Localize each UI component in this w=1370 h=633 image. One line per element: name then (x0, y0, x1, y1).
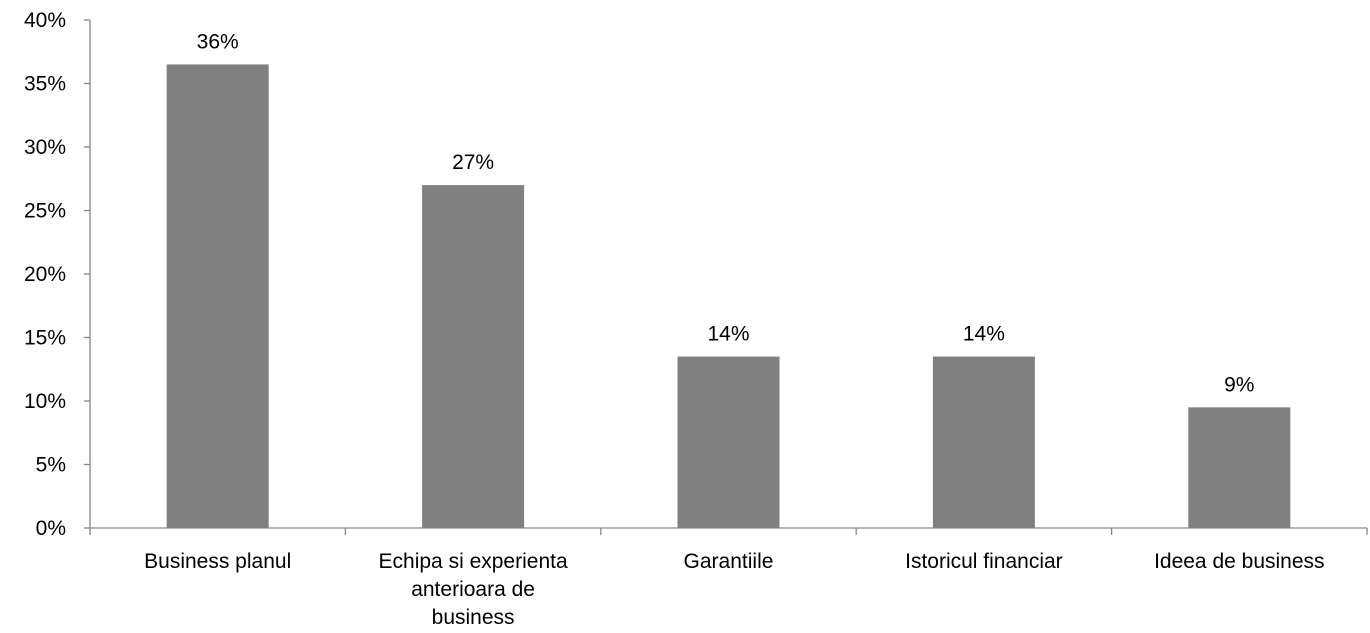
y-tick-label: 5% (36, 454, 66, 477)
bar (1188, 407, 1291, 528)
x-tick-label-line: Business planul (144, 550, 291, 573)
data-label: 36% (197, 30, 239, 53)
x-tick-label: Echipa si experienta anterioara de busines… (379, 550, 568, 629)
y-tick-label: 20% (24, 263, 66, 286)
x-axis: Business planul Echipa si experienta anter… (89, 527, 1368, 629)
data-label: 14% (963, 323, 1005, 346)
bar (166, 64, 269, 528)
data-label: 27% (452, 151, 494, 174)
bars (166, 64, 1291, 528)
x-tick-label: Garantiile (684, 550, 774, 573)
x-tick-label-line: Ideea de business (1154, 550, 1324, 573)
data-label: 14% (707, 323, 749, 346)
x-tick-label: Istoricul financiar (905, 550, 1063, 573)
y-tick-label: 40% (24, 9, 66, 32)
data-label: 9% (1224, 373, 1254, 396)
x-tick-label: Ideea de business (1154, 550, 1324, 573)
y-tick-label: 15% (24, 327, 66, 350)
x-tick-label-line: Istoricul financiar (905, 550, 1063, 573)
y-tick-label: 30% (24, 136, 66, 159)
x-tick-label-line: Garantiile (684, 550, 774, 573)
x-tick-label-line: business (432, 606, 515, 629)
x-tick-label-line: Echipa si experienta (379, 550, 568, 573)
y-tick-label: 35% (24, 73, 66, 96)
data-labels: 36% 27% 14% 14% 9% (197, 30, 1255, 396)
x-tick-label: Business planul (144, 550, 291, 573)
bar (932, 356, 1035, 528)
bar (677, 356, 780, 528)
x-tick-label-line: anterioara de (411, 578, 535, 601)
bar (422, 185, 525, 528)
y-tick-label: 25% (24, 200, 66, 223)
y-tick-label: 10% (24, 390, 66, 413)
y-axis: 0% 5% 10% 15% 20% 25% 30% 35% 40% (24, 9, 91, 540)
y-tick-label: 0% (36, 517, 66, 540)
